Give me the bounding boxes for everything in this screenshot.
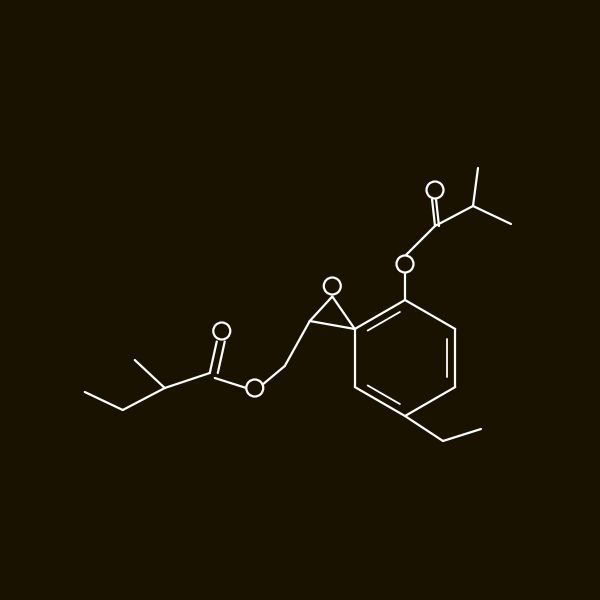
Circle shape (324, 277, 341, 295)
Circle shape (246, 379, 263, 397)
Circle shape (397, 256, 413, 272)
Circle shape (427, 181, 443, 199)
Circle shape (213, 323, 230, 340)
